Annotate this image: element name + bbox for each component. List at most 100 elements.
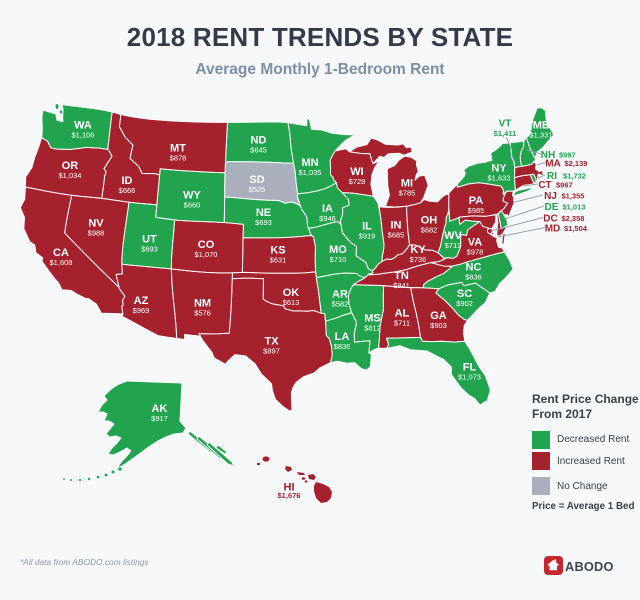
svg-text:$997: $997 xyxy=(559,151,576,160)
svg-text:$2,139: $2,139 xyxy=(565,159,588,168)
svg-text:IA: IA xyxy=(322,203,333,215)
svg-text:WV: WV xyxy=(444,230,462,242)
svg-text:NM: NM xyxy=(194,298,211,310)
svg-text:$1,106: $1,106 xyxy=(72,131,95,140)
svg-text:$682: $682 xyxy=(421,226,438,235)
svg-text:VA: VA xyxy=(468,237,483,249)
svg-text:$1,013: $1,013 xyxy=(563,203,586,212)
svg-text:OR: OR xyxy=(62,160,79,172)
svg-text:VT: VT xyxy=(499,119,512,130)
svg-text:$1,732: $1,732 xyxy=(563,172,586,181)
svg-text:MA: MA xyxy=(545,159,561,170)
svg-text:MS: MS xyxy=(364,313,381,325)
svg-text:SC: SC xyxy=(457,288,472,300)
svg-text:HI: HI xyxy=(284,482,295,494)
svg-text:$897: $897 xyxy=(263,347,280,356)
svg-text:NE: NE xyxy=(256,207,271,219)
svg-text:$693: $693 xyxy=(141,245,158,254)
svg-text:$917: $917 xyxy=(151,414,168,423)
svg-text:SD: SD xyxy=(249,174,264,186)
svg-text:OK: OK xyxy=(283,287,300,299)
svg-text:LA: LA xyxy=(335,331,350,343)
svg-text:$631: $631 xyxy=(270,256,287,265)
svg-text:$841: $841 xyxy=(393,281,410,290)
svg-text:$988: $988 xyxy=(88,229,105,238)
svg-text:$812: $812 xyxy=(364,324,381,333)
svg-text:$1,331: $1,331 xyxy=(530,131,553,140)
svg-text:ID: ID xyxy=(122,175,133,187)
svg-text:MN: MN xyxy=(301,157,318,169)
svg-text:$613: $613 xyxy=(283,298,300,307)
svg-text:$728: $728 xyxy=(349,177,366,186)
svg-text:$1,608: $1,608 xyxy=(50,258,73,267)
svg-text:$710: $710 xyxy=(330,255,347,264)
svg-text:$713: $713 xyxy=(445,241,462,250)
svg-text:MI: MI xyxy=(401,178,413,190)
svg-text:$2,358: $2,358 xyxy=(562,214,585,223)
svg-text:$969: $969 xyxy=(133,306,150,315)
svg-text:$1,073: $1,073 xyxy=(458,373,481,382)
svg-text:UT: UT xyxy=(142,234,157,246)
svg-text:$576: $576 xyxy=(194,309,211,318)
svg-text:NV: NV xyxy=(88,218,104,230)
svg-text:$582: $582 xyxy=(332,300,349,309)
svg-text:$660: $660 xyxy=(184,201,201,210)
svg-text:OH: OH xyxy=(421,215,438,227)
svg-text:$711: $711 xyxy=(394,319,410,328)
svg-text:$1,070: $1,070 xyxy=(195,250,218,259)
svg-text:ME: ME xyxy=(533,120,550,132)
svg-text:WY: WY xyxy=(183,190,201,202)
svg-text:$946: $946 xyxy=(319,214,336,223)
svg-text:$785: $785 xyxy=(399,189,416,198)
svg-text:DC: DC xyxy=(543,214,557,225)
svg-text:CA: CA xyxy=(53,247,69,259)
svg-text:AR: AR xyxy=(332,289,348,301)
svg-text:FL: FL xyxy=(463,362,477,374)
svg-text:$878: $878 xyxy=(170,154,187,163)
svg-text:$685: $685 xyxy=(388,231,405,240)
svg-text:$1,355: $1,355 xyxy=(562,192,585,201)
svg-text:$1,633: $1,633 xyxy=(488,174,511,183)
svg-text:GA: GA xyxy=(430,310,447,322)
svg-text:$525: $525 xyxy=(249,185,266,194)
svg-text:$1,676: $1,676 xyxy=(278,491,301,500)
svg-text:$693: $693 xyxy=(255,218,272,227)
svg-text:TN: TN xyxy=(394,270,409,282)
svg-text:KY: KY xyxy=(410,244,426,256)
svg-text:NH: NH xyxy=(541,150,555,161)
svg-text:$666: $666 xyxy=(119,186,136,195)
svg-text:AZ: AZ xyxy=(134,295,149,307)
svg-text:AK: AK xyxy=(152,403,168,415)
svg-text:PA: PA xyxy=(469,195,484,207)
svg-text:$903: $903 xyxy=(430,321,447,330)
svg-text:NY: NY xyxy=(491,163,507,175)
svg-text:DE: DE xyxy=(545,202,559,213)
svg-text:$978: $978 xyxy=(467,248,484,257)
svg-text:NC: NC xyxy=(466,262,482,274)
svg-text:MT: MT xyxy=(170,143,186,155)
svg-text:$919: $919 xyxy=(359,232,376,241)
svg-text:$985: $985 xyxy=(468,206,485,215)
svg-text:$836: $836 xyxy=(465,273,482,282)
svg-text:$1,034: $1,034 xyxy=(59,171,82,180)
svg-text:$902: $902 xyxy=(456,299,473,308)
svg-text:ND: ND xyxy=(251,135,267,147)
svg-text:IN: IN xyxy=(391,220,402,232)
svg-text:AL: AL xyxy=(395,308,410,320)
svg-text:$1,504: $1,504 xyxy=(564,224,588,233)
svg-text:$967: $967 xyxy=(556,181,573,190)
svg-text:$1,411: $1,411 xyxy=(494,129,517,138)
svg-text:$645: $645 xyxy=(250,146,267,155)
svg-text:$1,035: $1,035 xyxy=(299,168,322,177)
svg-text:NJ: NJ xyxy=(544,191,557,202)
svg-text:IL: IL xyxy=(362,221,372,233)
svg-text:CO: CO xyxy=(198,239,215,251)
svg-text:MD: MD xyxy=(545,224,561,235)
svg-text:WI: WI xyxy=(350,166,363,178)
svg-text:MO: MO xyxy=(329,244,347,256)
svg-text:$736: $736 xyxy=(410,255,427,264)
svg-text:$836: $836 xyxy=(334,342,351,351)
svg-text:TX: TX xyxy=(264,336,279,348)
svg-text:RI: RI xyxy=(547,171,557,182)
svg-text:KS: KS xyxy=(270,245,285,257)
